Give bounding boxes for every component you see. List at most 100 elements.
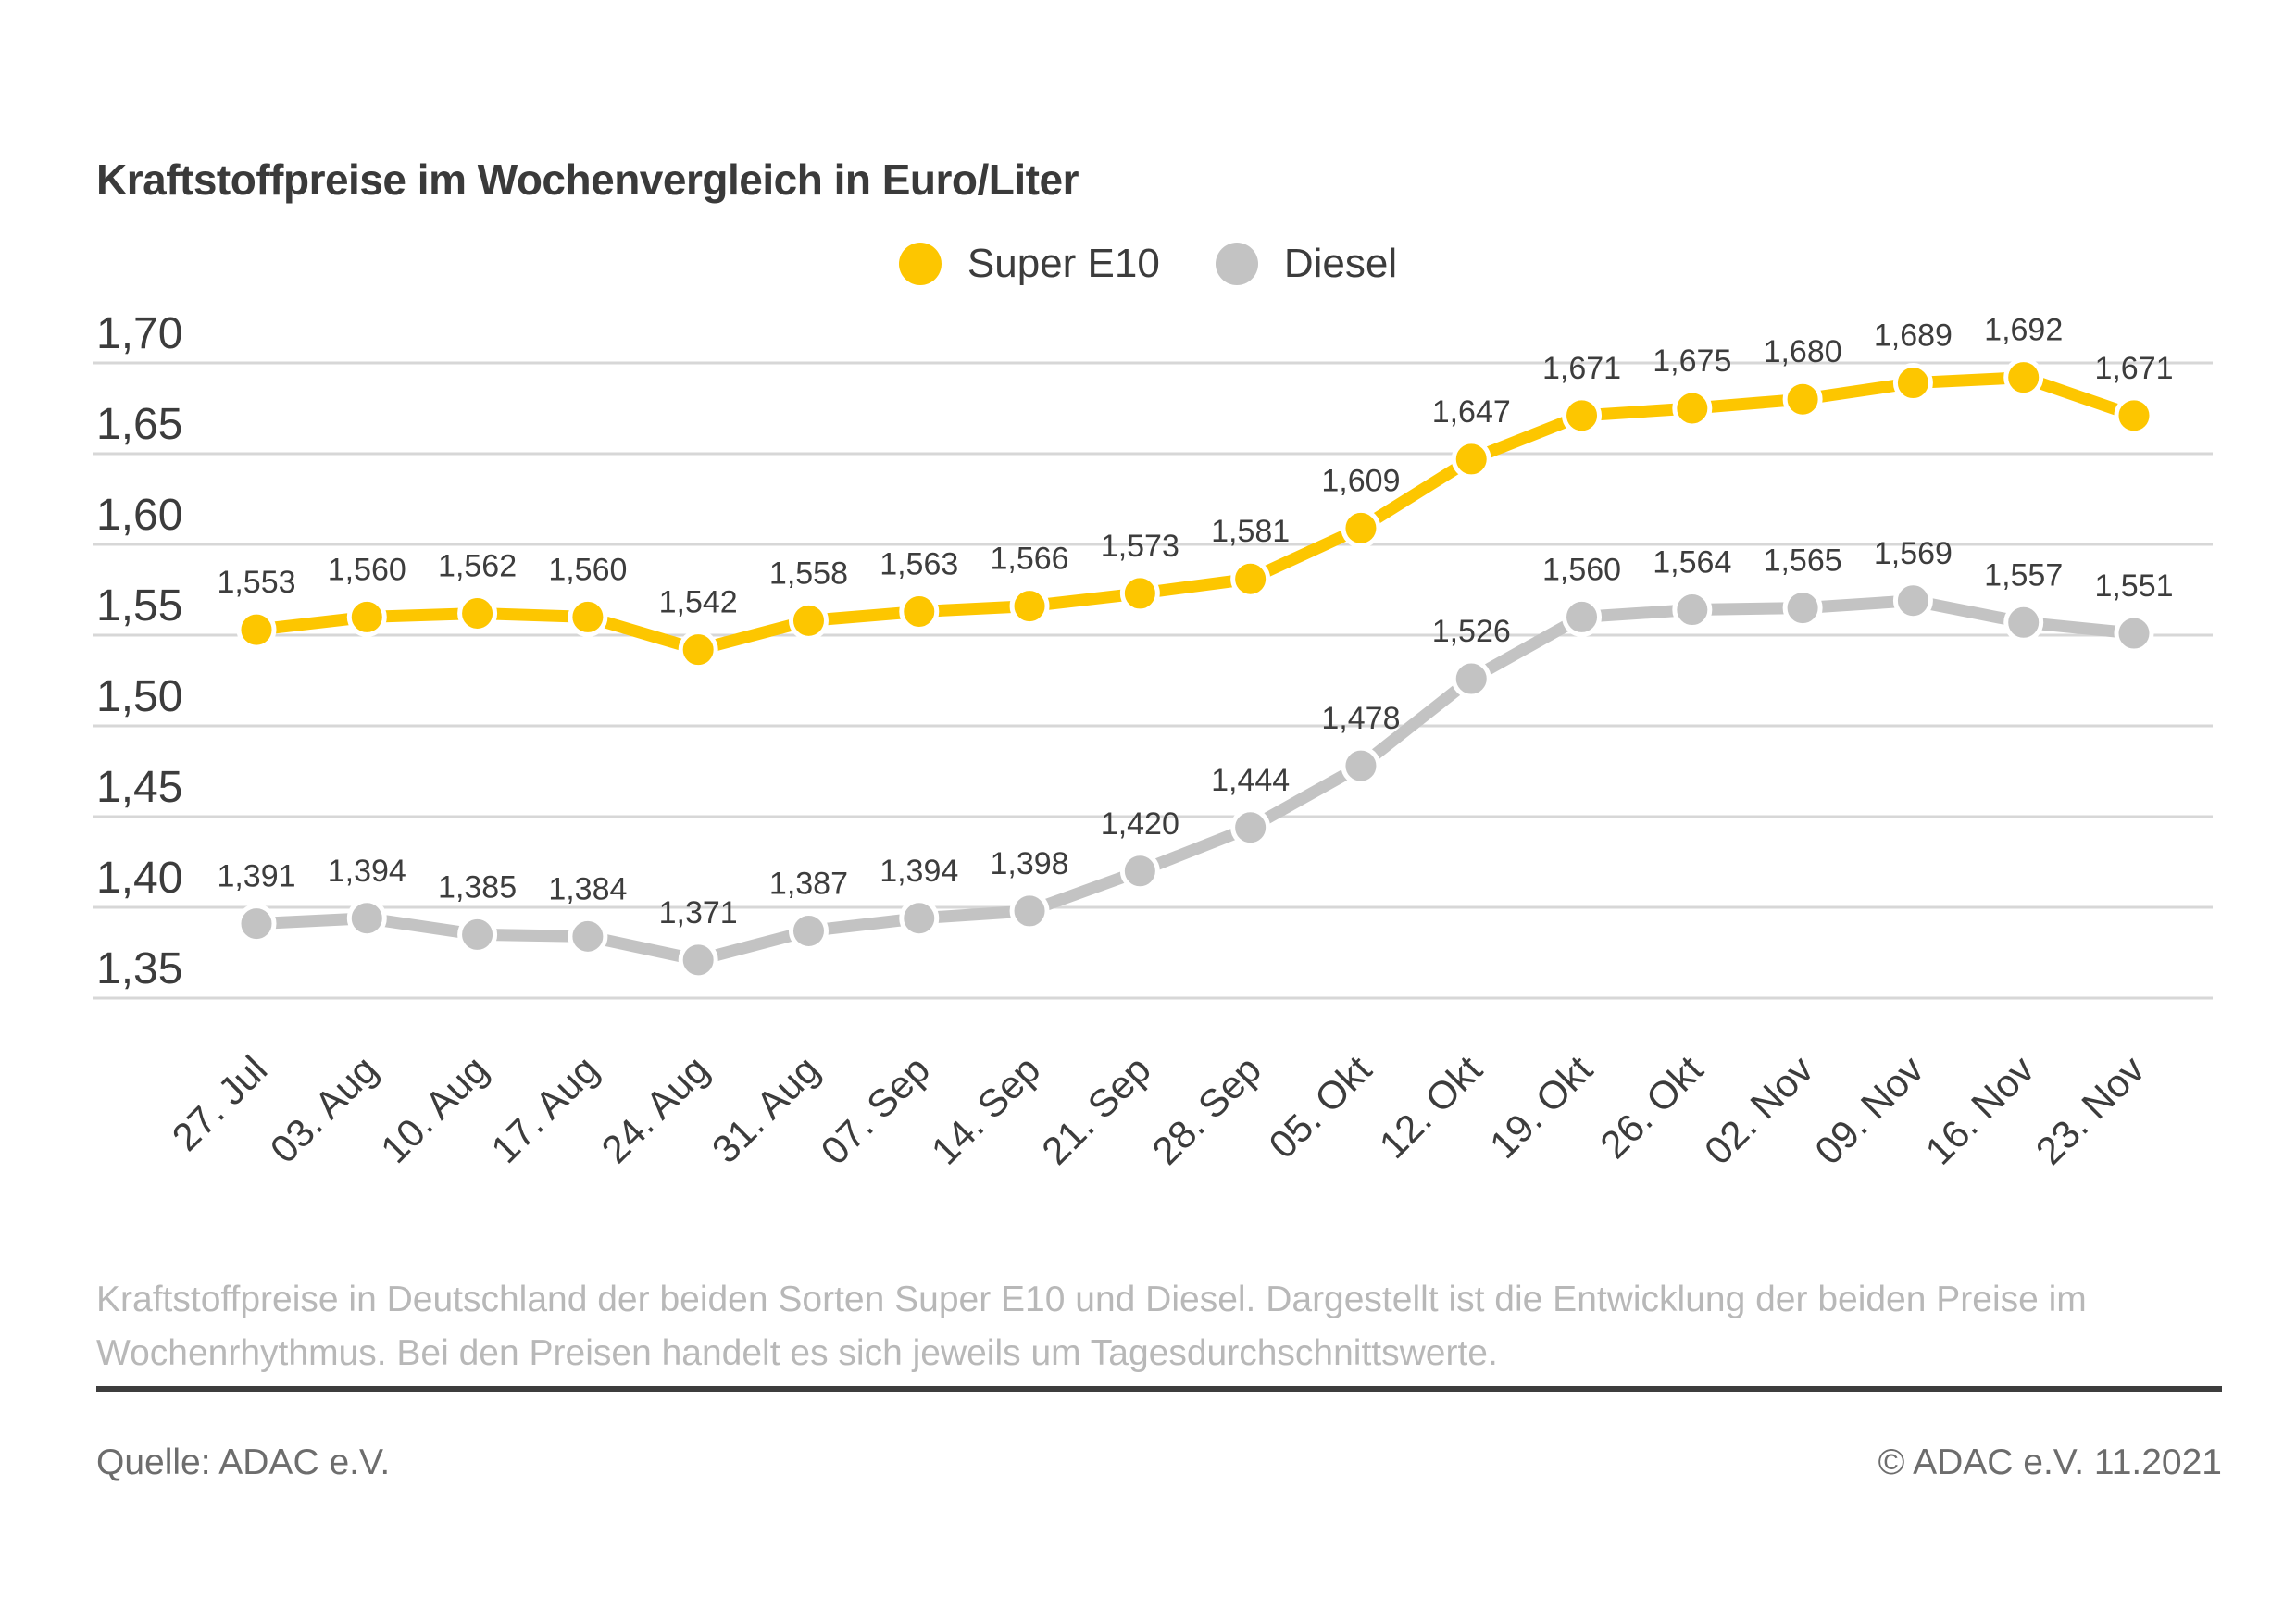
data-point-label: 1,564 <box>1653 545 1731 581</box>
data-point <box>1892 581 1933 621</box>
data-point <box>1672 388 1713 429</box>
data-point-label: 1,560 <box>328 552 406 587</box>
data-point <box>1230 558 1271 599</box>
y-axis-tick-label: 1,45 <box>96 763 182 812</box>
data-point <box>1009 891 1050 931</box>
chart-title: Kraftstoffpreise im Wochenvergleich in E… <box>96 155 1079 204</box>
legend-item-super-e10: Super E10 <box>898 241 1160 287</box>
x-axis-tick-label: 14. Sep <box>923 1047 1049 1173</box>
data-point <box>568 916 608 956</box>
x-axis-tick-label: 02. Nov <box>1696 1047 1822 1173</box>
x-axis-tick-label: 23. Nov <box>2028 1047 2153 1173</box>
x-axis-tick-label: 10. Aug <box>372 1047 496 1171</box>
data-point-label: 1,526 <box>1432 614 1511 649</box>
data-point-label: 1,444 <box>1211 763 1290 798</box>
data-point-label: 1,394 <box>880 854 958 889</box>
y-axis-tick-label: 1,70 <box>96 309 182 358</box>
x-axis-tick-label: 17. Aug <box>482 1047 606 1171</box>
data-point-label: 1,689 <box>1874 318 1953 354</box>
chart-description: Kraftstoffpreise in Deutschland der beid… <box>96 1280 2087 1373</box>
y-axis-tick-label: 1,35 <box>96 944 182 993</box>
data-point <box>2003 602 2044 643</box>
x-axis-tick-label: 09. Nov <box>1806 1047 1932 1173</box>
data-point-label: 1,394 <box>328 854 406 889</box>
x-axis-tick-label: 07. Sep <box>813 1047 939 1173</box>
y-axis-tick-label: 1,40 <box>96 854 182 903</box>
x-axis-tick-label: 03. Aug <box>262 1047 386 1171</box>
data-point <box>236 609 277 650</box>
data-point <box>899 592 940 632</box>
legend-item-diesel: Diesel <box>1215 241 1398 287</box>
data-point <box>1009 586 1050 627</box>
data-point-label: 1,609 <box>1321 463 1400 498</box>
data-point-label: 1,398 <box>991 846 1069 881</box>
data-point-label: 1,647 <box>1432 394 1511 430</box>
data-point-label: 1,542 <box>659 585 738 620</box>
data-point <box>457 593 498 633</box>
legend-label-diesel: Diesel <box>1283 241 1398 286</box>
data-point <box>1341 745 1381 786</box>
data-point <box>899 898 940 939</box>
data-point-label: 1,557 <box>1984 557 2063 593</box>
data-point-label: 1,387 <box>769 866 848 901</box>
data-point <box>346 596 387 637</box>
data-point <box>1782 588 1823 629</box>
data-point-label: 1,385 <box>438 869 517 905</box>
data-point <box>1451 439 1491 480</box>
data-point <box>457 914 498 955</box>
data-point-label: 1,692 <box>1984 313 2063 348</box>
data-point-label: 1,553 <box>217 565 295 600</box>
data-point-label: 1,420 <box>1101 806 1179 842</box>
data-point <box>1782 379 1823 419</box>
data-point-label: 1,581 <box>1211 514 1290 549</box>
data-point <box>2114 613 2154 654</box>
data-point <box>788 600 829 641</box>
x-axis-tick-label: 12. Okt <box>1371 1047 1491 1167</box>
data-point <box>1119 573 1160 614</box>
super-e10-dot-icon <box>898 243 942 285</box>
x-axis-tick-label: 16. Nov <box>1916 1047 2042 1173</box>
data-point-label: 1,558 <box>769 556 848 591</box>
source-label: Quelle: ADAC e.V. <box>96 1442 391 1482</box>
data-point-label: 1,562 <box>438 548 517 583</box>
data-point-label: 1,680 <box>1764 334 1842 369</box>
data-point-label: 1,478 <box>1321 701 1400 736</box>
x-axis-tick-label: 21. Sep <box>1033 1047 1159 1173</box>
x-axis-tick-label: 31. Aug <box>704 1047 828 1171</box>
x-axis-tick-label: 27. Jul <box>164 1047 276 1159</box>
data-point-label: 1,551 <box>2094 568 2173 604</box>
x-axis-tick-label: 19. Okt <box>1481 1047 1601 1167</box>
diesel-dot-icon <box>1215 243 1258 285</box>
data-point <box>236 904 277 944</box>
data-point <box>2003 357 2044 398</box>
x-axis-tick-label: 28. Sep <box>1143 1047 1269 1173</box>
data-point <box>1451 658 1491 699</box>
x-axis-tick-label: 05. Okt <box>1260 1047 1379 1167</box>
data-point-label: 1,675 <box>1653 343 1731 379</box>
y-axis-tick-label: 1,55 <box>96 581 182 631</box>
data-point <box>1230 807 1271 848</box>
data-point-label: 1,566 <box>991 542 1069 577</box>
data-point <box>2114 395 2154 436</box>
data-point <box>1672 590 1713 631</box>
y-axis-tick-label: 1,50 <box>96 672 182 721</box>
data-point <box>346 898 387 939</box>
data-point-label: 1,565 <box>1764 543 1842 579</box>
chart-legend: Super E10 Diesel <box>0 241 2296 287</box>
data-point <box>1341 507 1381 548</box>
footer-divider <box>96 1386 2222 1392</box>
copyright-label: © ADAC e.V. 11.2021 <box>1878 1442 2222 1482</box>
data-point <box>1562 596 1603 637</box>
y-axis-tick-label: 1,60 <box>96 491 182 540</box>
data-point <box>568 596 608 637</box>
data-point-label: 1,573 <box>1101 529 1179 564</box>
data-point-label: 1,569 <box>1874 536 1953 571</box>
data-point <box>1119 851 1160 892</box>
x-axis-tick-label: 26. Okt <box>1591 1047 1711 1167</box>
data-point <box>1892 363 1933 404</box>
legend-label-super-e10: Super E10 <box>967 241 1160 286</box>
data-point-label: 1,384 <box>548 871 627 906</box>
x-axis-tick-label: 24. Aug <box>593 1047 718 1171</box>
